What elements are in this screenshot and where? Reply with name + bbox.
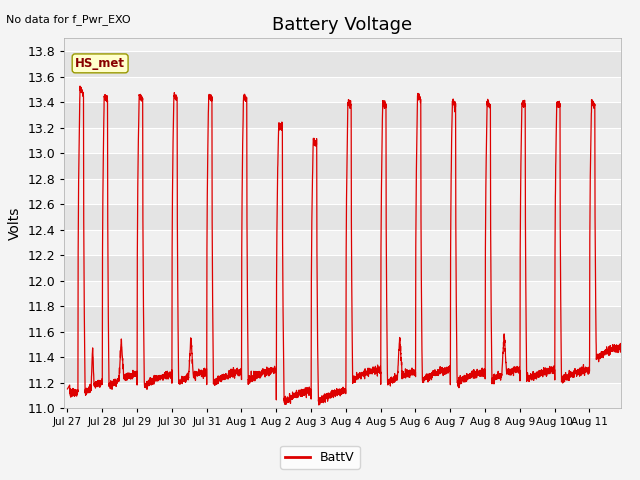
- Bar: [64, 306, 621, 332]
- Bar: [64, 77, 621, 102]
- Bar: [64, 383, 621, 408]
- Title: Battery Voltage: Battery Voltage: [273, 16, 412, 34]
- Bar: [64, 179, 621, 204]
- Y-axis label: Volts: Volts: [8, 206, 22, 240]
- Legend: BattV: BattV: [280, 446, 360, 469]
- Text: No data for f_Pwr_EXO: No data for f_Pwr_EXO: [6, 14, 131, 25]
- Bar: [64, 229, 621, 255]
- Bar: [64, 357, 621, 383]
- Bar: [64, 204, 621, 229]
- Bar: [64, 102, 621, 128]
- Text: HS_met: HS_met: [75, 57, 125, 70]
- Bar: [64, 153, 621, 179]
- Bar: [64, 280, 621, 306]
- Bar: [64, 255, 621, 280]
- Bar: [64, 332, 621, 357]
- Bar: [64, 128, 621, 153]
- Bar: [64, 51, 621, 77]
